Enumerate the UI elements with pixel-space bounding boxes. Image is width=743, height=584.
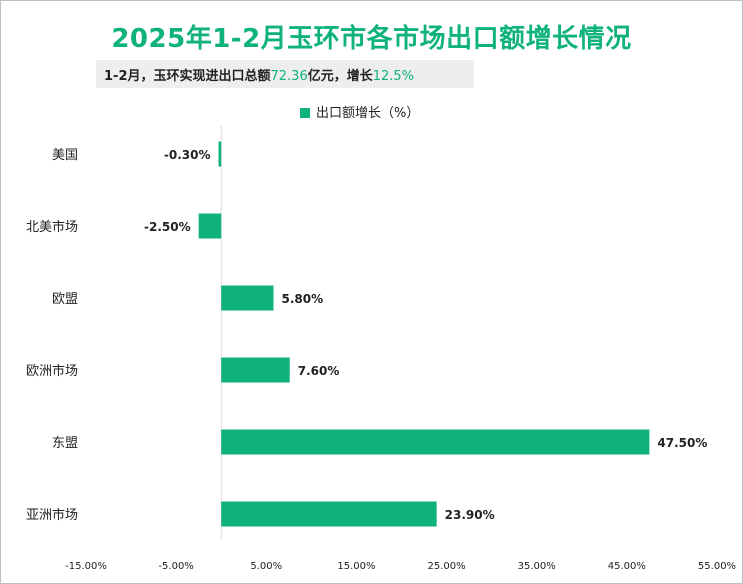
- subtitle-box: [96, 60, 474, 88]
- category-label-1: 北美市场: [26, 219, 78, 235]
- legend: 出口额增长（%）: [300, 102, 419, 121]
- bar-2: [221, 285, 274, 311]
- data-label-4: 47.50%: [657, 436, 707, 450]
- subtitle-total: 72.36: [270, 69, 308, 84]
- x-tick-label-0: -15.00%: [65, 561, 107, 572]
- subtitle-growth: 12.5%: [372, 69, 415, 84]
- x-tick-label-2: 5.00%: [250, 561, 282, 572]
- category-label-5: 亚洲市场: [26, 507, 78, 523]
- legend-label: 出口额增长（%）: [316, 106, 420, 121]
- x-tick-label-4: 25.00%: [428, 561, 466, 572]
- bar-3: [221, 357, 290, 383]
- subtitle-middle: 亿元，增长: [307, 69, 373, 84]
- category-label-4: 东盟: [52, 436, 78, 451]
- chart-title: 2025年1-2月玉环市各市场出口额增长情况: [111, 24, 632, 54]
- category-label-3: 欧洲市场: [26, 363, 78, 379]
- x-tick-label-5: 35.00%: [518, 561, 556, 572]
- category-label-0: 美国: [52, 148, 78, 163]
- subtitle: 1-2月，玉环实现进出口总额72.36亿元，增长12.5%: [104, 65, 414, 84]
- data-label-5: 23.90%: [445, 508, 495, 522]
- category-label-2: 欧盟: [52, 292, 78, 307]
- bar-5: [221, 501, 437, 527]
- x-tick-label-3: 15.00%: [337, 561, 375, 572]
- x-tick-label-6: 45.00%: [608, 561, 646, 572]
- subtitle-prefix: 1-2月，玉环实现进出口总额: [104, 69, 271, 84]
- data-label-3: 7.60%: [298, 364, 340, 378]
- data-label-2: 5.80%: [281, 292, 323, 306]
- data-label-0: -0.30%: [164, 148, 211, 162]
- x-tick-label-1: -5.00%: [158, 561, 193, 572]
- bar-4: [221, 429, 650, 455]
- bar-0: [218, 141, 222, 167]
- legend-swatch: [300, 108, 310, 118]
- data-label-1: -2.50%: [144, 220, 191, 234]
- bar-1: [198, 213, 222, 239]
- x-tick-label-7: 55.00%: [698, 561, 736, 572]
